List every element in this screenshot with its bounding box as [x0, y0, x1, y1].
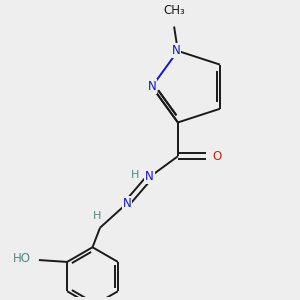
- Text: N: N: [123, 197, 131, 210]
- Text: O: O: [212, 150, 221, 163]
- Text: N: N: [148, 80, 156, 93]
- Text: HO: HO: [13, 252, 31, 266]
- Text: N: N: [145, 170, 154, 184]
- Text: N: N: [172, 44, 180, 57]
- Text: H: H: [93, 212, 101, 221]
- Text: CH₃: CH₃: [163, 4, 185, 17]
- Text: H: H: [131, 170, 140, 180]
